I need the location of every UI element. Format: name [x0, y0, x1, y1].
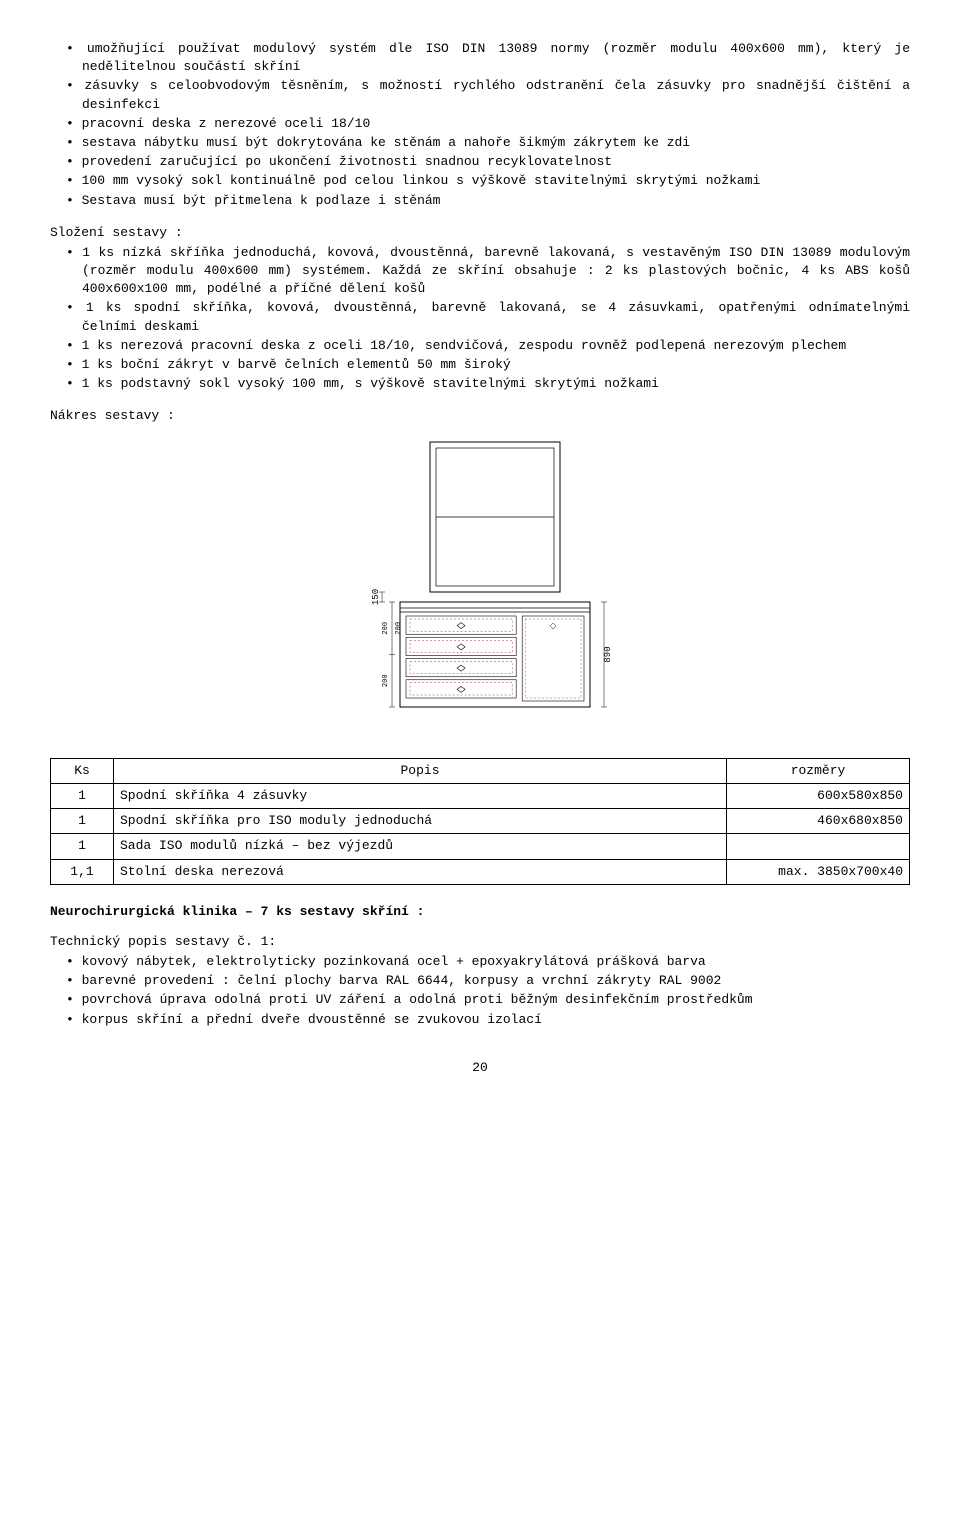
neuro-heading: Neurochirurgická klinika – 7 ks sestavy …	[50, 903, 910, 921]
list-item: pracovní deska z nerezové oceli 18/10	[66, 115, 910, 133]
list-item: 1 ks nerezová pracovní deska z oceli 18/…	[66, 337, 910, 355]
page-number: 20	[50, 1059, 910, 1077]
list-item: 1 ks spodní skříňka, kovová, dvoustěnná,…	[66, 299, 910, 335]
list-item: barevné provedení : čelní plochy barva R…	[66, 972, 910, 990]
list-item: korpus skříní a přední dveře dvoustěnné …	[66, 1011, 910, 1029]
svg-text:150: 150	[371, 588, 381, 604]
list-item: povrchová úprava odolná proti UV záření …	[66, 991, 910, 1009]
table-cell: Stolní deska nerezová	[114, 859, 727, 884]
sestava-diagram: 150 200 200 200 890	[310, 432, 650, 732]
table-header: Popis	[114, 758, 727, 783]
list-item: zásuvky s celoobvodovým těsněním, s možn…	[66, 77, 910, 113]
table-row: 1,1Stolní deska nerezovámax. 3850x700x40	[51, 859, 910, 884]
list-item: Sestava musí být přitmelena k podlaze i …	[66, 192, 910, 210]
diagram-container: 150 200 200 200 890	[50, 432, 910, 738]
list-item: umožňující používat modulový systém dle …	[66, 40, 910, 76]
list-item: 1 ks podstavný sokl vysoký 100 mm, s výš…	[66, 375, 910, 393]
table-cell	[727, 834, 910, 859]
table-cell: 1,1	[51, 859, 114, 884]
table-cell: max. 3850x700x40	[727, 859, 910, 884]
table-cell: 1	[51, 809, 114, 834]
svg-text:200: 200	[382, 622, 390, 635]
list-item: 1 ks boční zákryt v barvě čelních elemen…	[66, 356, 910, 374]
svg-text:200: 200	[395, 622, 403, 635]
tech-popis-heading: Technický popis sestavy č. 1:	[50, 933, 910, 951]
table-cell: Sada ISO modulů nízká – bez výjezdů	[114, 834, 727, 859]
table-header: rozměry	[727, 758, 910, 783]
table-row: 1Spodní skříňka pro ISO moduly jednoduch…	[51, 809, 910, 834]
tech-bullet-list: kovový nábytek, elektrolyticky pozinkova…	[50, 953, 910, 1029]
table-cell: Spodní skříňka pro ISO moduly jednoduchá	[114, 809, 727, 834]
svg-text:200: 200	[382, 674, 390, 687]
table-cell: Spodní skříňka 4 zásuvky	[114, 783, 727, 808]
top-bullet-list: umožňující používat modulový systém dle …	[50, 40, 910, 210]
slozeni-heading: Složení sestavy :	[50, 224, 910, 242]
specs-table: KsPopisrozměry 1Spodní skříňka 4 zásuvky…	[50, 758, 910, 885]
table-cell: 1	[51, 834, 114, 859]
list-item: provedení zaručující po ukončení životno…	[66, 153, 910, 171]
list-item: 100 mm vysoký sokl kontinuálně pod celou…	[66, 172, 910, 190]
list-item: kovový nábytek, elektrolyticky pozinkova…	[66, 953, 910, 971]
list-item: sestava nábytku musí být dokrytována ke …	[66, 134, 910, 152]
table-row: 1Sada ISO modulů nízká – bez výjezdů	[51, 834, 910, 859]
table-cell: 1	[51, 783, 114, 808]
slozeni-bullet-list: 1 ks nízká skříňka jednoduchá, kovová, d…	[50, 244, 910, 394]
table-header: Ks	[51, 758, 114, 783]
list-item: 1 ks nízká skříňka jednoduchá, kovová, d…	[66, 244, 910, 299]
nakres-heading: Nákres sestavy :	[50, 407, 910, 425]
table-row: 1Spodní skříňka 4 zásuvky600x580x850	[51, 783, 910, 808]
table-cell: 600x580x850	[727, 783, 910, 808]
svg-text:890: 890	[603, 646, 613, 662]
table-cell: 460x680x850	[727, 809, 910, 834]
